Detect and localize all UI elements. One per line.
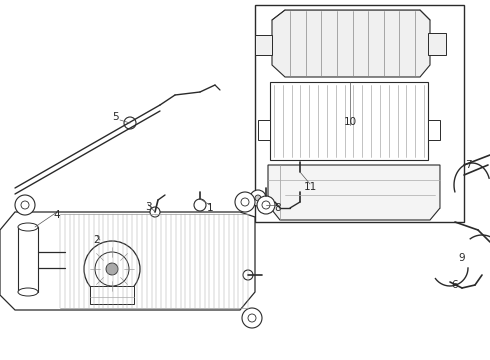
Bar [18,227,38,292]
Bar [258,120,270,140]
Text: 2: 2 [94,235,100,245]
Bar [270,82,428,160]
Polygon shape [0,212,255,310]
Text: 5: 5 [112,112,118,122]
Text: 8: 8 [275,203,281,213]
Circle shape [255,195,261,201]
Circle shape [242,308,262,328]
Circle shape [21,201,29,209]
Circle shape [290,172,310,192]
Polygon shape [268,165,440,220]
Circle shape [235,192,255,212]
Text: 1: 1 [207,203,213,213]
Circle shape [243,270,253,280]
Circle shape [194,199,206,211]
Bar [90,286,134,304]
Text: 3: 3 [145,202,151,212]
Bar [428,120,440,140]
Text: 7: 7 [465,160,471,170]
Circle shape [95,252,129,286]
Ellipse shape [18,223,38,231]
Text: 11: 11 [303,182,317,192]
Circle shape [150,207,160,217]
Ellipse shape [18,288,38,296]
Circle shape [248,314,256,322]
Circle shape [124,117,136,129]
Circle shape [241,198,249,206]
Text: 4: 4 [54,210,60,220]
Circle shape [262,201,270,209]
Text: 6: 6 [452,280,458,290]
Bar [428,33,446,55]
Circle shape [15,195,35,215]
Bar [255,35,272,55]
Circle shape [250,190,266,206]
Circle shape [257,196,275,214]
Circle shape [84,241,140,297]
Polygon shape [272,10,430,77]
Bar [255,5,464,222]
Text: 10: 10 [343,117,357,127]
Circle shape [106,263,118,275]
Text: 9: 9 [459,253,466,263]
